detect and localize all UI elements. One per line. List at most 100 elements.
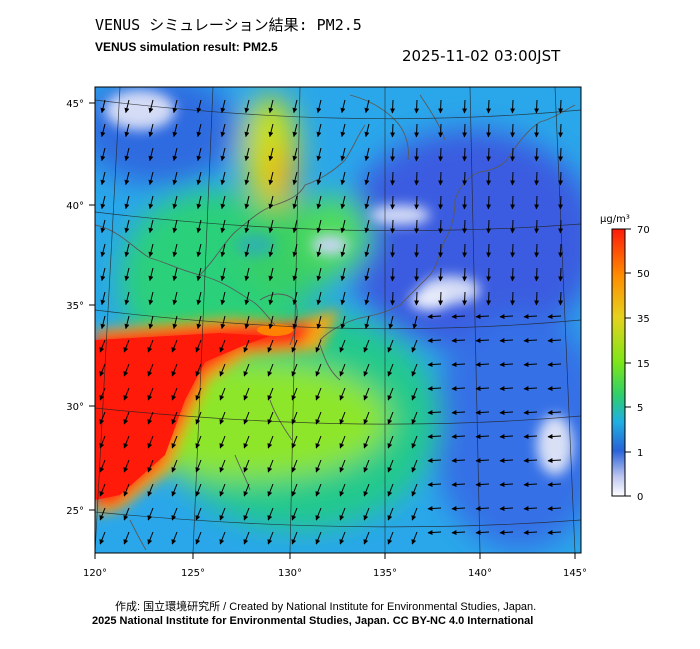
wind-arrow (523, 434, 538, 440)
lat-tick-25: 25° (66, 506, 84, 517)
wind-arrow (411, 459, 418, 473)
wind-arrow (363, 339, 370, 353)
wind-arrow (292, 243, 298, 258)
wind-arrow (315, 411, 322, 425)
wind-arrow (171, 387, 178, 401)
wind-arrow (486, 243, 492, 258)
wind-arrow (547, 314, 562, 320)
wind-arrow (387, 363, 394, 377)
wind-arrow (196, 315, 202, 330)
wind-arrow (171, 339, 178, 353)
wind-arrow (195, 411, 202, 425)
wind-arrow (243, 459, 250, 473)
wind-arrow (100, 267, 106, 282)
lon-tick-140: 140° (468, 568, 492, 579)
wind-arrow (268, 243, 274, 258)
wind-arrow (292, 291, 298, 306)
wind-arrow (243, 387, 250, 401)
wind-arrow (219, 507, 226, 521)
wind-arrow (339, 435, 346, 449)
wind-arrow (292, 315, 298, 330)
colorbar-tick-1: 1 (637, 448, 643, 459)
wind-arrow (195, 483, 202, 497)
wind-arrow (147, 411, 154, 425)
wind-arrow (99, 339, 106, 353)
wind-arrow (268, 219, 274, 234)
wind-arrow (387, 435, 394, 449)
wind-arrow (268, 291, 274, 306)
wind-arrow (364, 99, 370, 114)
wind-arrow (462, 195, 468, 210)
wind-arrow (340, 243, 346, 258)
wind-arrow (411, 339, 418, 353)
wind-arrow (172, 291, 178, 306)
wind-arrow (267, 339, 274, 353)
wind-arrow (390, 243, 396, 258)
wind-arrow (427, 314, 442, 320)
wind-arrow (412, 315, 418, 330)
wind-arrow (244, 195, 250, 210)
wind-arrow (499, 530, 514, 536)
wind-arrow (99, 483, 106, 497)
wind-arrow (390, 195, 396, 210)
wind-arrow (123, 459, 130, 473)
wind-arrow (267, 411, 274, 425)
wind-arrow (534, 99, 540, 114)
wind-arrow (438, 291, 444, 306)
wind-arrow (172, 195, 178, 210)
wind-arrow (123, 531, 130, 545)
wind-arrow (390, 171, 396, 186)
wind-arrow (243, 531, 250, 545)
wind-arrow (510, 291, 516, 306)
wind-arrow (523, 338, 538, 344)
wind-arrow (123, 507, 130, 521)
wind-arrow (510, 171, 516, 186)
wind-arrow (220, 99, 226, 114)
wind-arrow (523, 386, 538, 392)
wind-arrow (411, 387, 418, 401)
wind-arrow (291, 507, 298, 521)
wind-arrow (171, 507, 178, 521)
wind-arrow (291, 459, 298, 473)
wind-arrow (220, 243, 226, 258)
wind-arrow (411, 363, 418, 377)
lat-tick-30: 30° (66, 402, 84, 413)
lon-tick-125: 125° (181, 568, 205, 579)
wind-arrow (99, 507, 106, 521)
wind-arrow (100, 219, 106, 234)
wind-arrow (196, 291, 202, 306)
wind-arrow (411, 411, 418, 425)
wind-arrow (558, 243, 564, 258)
wind-arrow (316, 195, 322, 210)
wind-arrow (292, 147, 298, 162)
wind-arrow (244, 291, 250, 306)
wind-arrow (123, 483, 130, 497)
colorbar-tick-70: 70 (637, 225, 650, 236)
wind-arrow (147, 483, 154, 497)
wind-arrow (475, 434, 490, 440)
wind-arrow (292, 123, 298, 138)
wind-arrow (438, 123, 444, 138)
wind-arrow (499, 362, 514, 368)
wind-arrow (414, 267, 420, 282)
wind-arrow (268, 267, 274, 282)
wind-arrow (148, 99, 154, 114)
wind-arrow (339, 459, 346, 473)
wind-arrow (387, 339, 394, 353)
wind-arrow (451, 482, 466, 488)
wind-arrow (315, 507, 322, 521)
lon-tick-130: 130° (278, 568, 302, 579)
wind-arrow (462, 243, 468, 258)
wind-arrow (451, 386, 466, 392)
wind-arrow (195, 339, 202, 353)
wind-arrow (475, 506, 490, 512)
wind-arrow (510, 123, 516, 138)
wind-arrow (558, 123, 564, 138)
wind-arrow (390, 219, 396, 234)
wind-arrow (292, 171, 298, 186)
wind-arrow (451, 530, 466, 536)
wind-arrow (315, 531, 322, 545)
wind-arrow (219, 339, 226, 353)
wind-arrow (475, 314, 490, 320)
